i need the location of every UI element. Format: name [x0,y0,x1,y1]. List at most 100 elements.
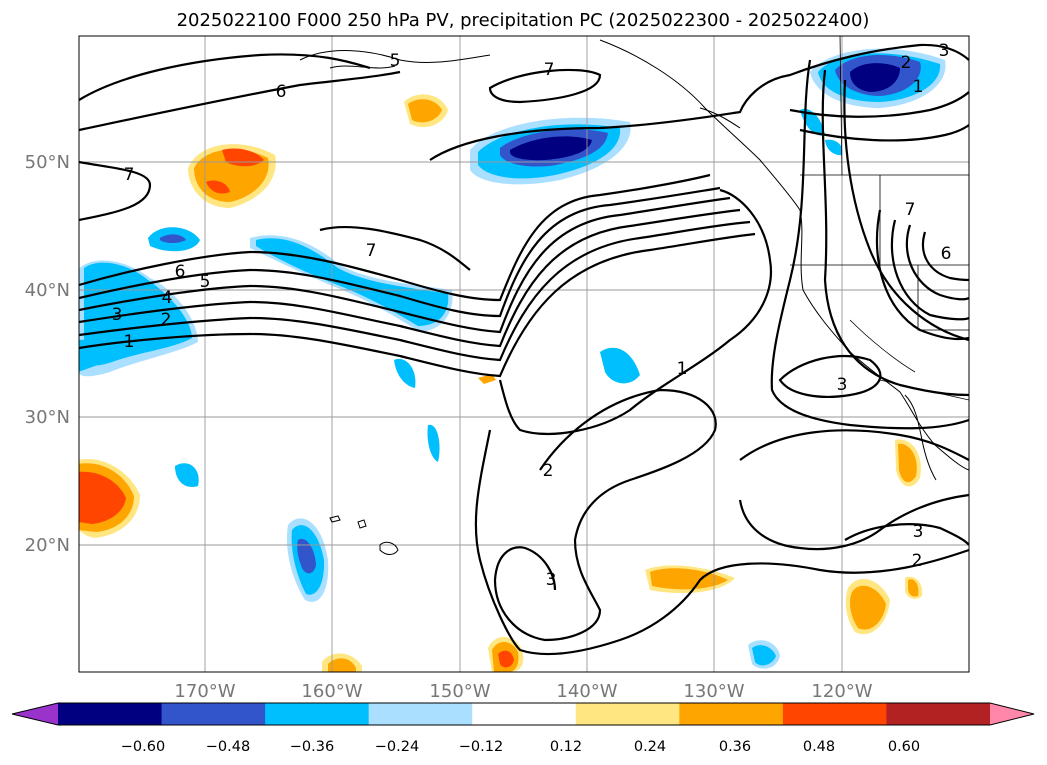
pv-contour [789,91,969,118]
lon-label: 130°W [683,681,744,702]
colorbar-tick-label: 0.60 [888,739,920,755]
neg-anomaly-blob [160,234,186,243]
lat-label: 40°N [25,280,70,301]
colorbar-segment [161,703,266,725]
contour-label: 3 [913,522,924,542]
colorbar-tick-label: −0.48 [206,739,250,755]
lon-label: 120°W [811,681,872,702]
pv-contour [844,523,969,546]
lon-label: 150°W [429,681,490,702]
contour-label: 5 [200,272,211,292]
contour-label: 3 [939,41,950,61]
pv-contour [79,53,371,101]
pv-contour [79,232,756,378]
contour-label: 3 [546,570,557,590]
pos-anomaly-blob [408,99,442,123]
neg-anomaly-blob [175,463,199,488]
colorbar-segment [472,703,577,725]
contour-label: 2 [901,53,912,73]
colorbar-segment [58,703,163,725]
pv-contour [843,79,969,342]
pv-contour [79,160,152,222]
pv-contour [875,209,969,341]
map-frame [78,35,970,673]
pos-anomaly-baja [898,443,917,483]
colorbar-tick-label: 0.36 [719,739,751,755]
lon-label: 170°W [174,681,235,702]
pv-contour [488,68,602,104]
contour-label: 2 [161,310,172,330]
pos-anomaly-dateline [79,471,126,524]
pv-contour [79,173,711,302]
contour-label: 6 [175,262,186,282]
pv-contour [429,43,969,161]
pos-anomaly-blob [498,650,514,668]
colorbar-outline [11,702,1035,726]
lon-label: 140°W [556,681,617,702]
contour-label: 1 [677,359,688,379]
pv-contour [738,493,969,551]
neg-anomaly-blob [427,424,440,462]
colorbar: −0.60 −0.48 −0.36 −0.24 −0.12 0.12 0.24 … [11,702,1035,755]
contour-label: 7 [366,241,377,261]
neg-anomaly-blob [394,358,416,388]
pv-contour [79,70,401,132]
colorbar-ticks: −0.60 −0.48 −0.36 −0.24 −0.12 0.12 0.24 … [121,739,920,755]
neg-anomaly-blob [825,139,843,156]
contour-label: 1 [913,77,924,97]
colorbar-tick-label: −0.12 [459,739,503,755]
pv-contour [890,219,969,321]
colorbar-tick-label: 0.12 [550,739,582,755]
neg-anomaly-pacific-band [256,238,449,326]
pv-contour [319,225,471,271]
colorbar-extend-low [12,703,58,725]
colorbar-segment [886,703,991,725]
lat-label: 50°N [25,152,70,173]
pv-contours [79,43,969,656]
contour-label: 5 [390,51,401,71]
pos-anomaly-north-pacific [206,148,264,194]
neg-anomaly-western-canada [850,63,900,92]
pv-contour [79,186,721,318]
contour-label: 6 [276,82,287,102]
pv-contour [79,220,751,362]
pv-contour [770,59,969,430]
contour-label: 1 [124,332,135,352]
pos-anomaly-blob [850,585,886,630]
colorbar-tick-label: 0.24 [634,739,666,755]
colorbar-tick-label: −0.36 [290,739,334,755]
colorbar-segment [265,703,370,725]
pv-contour [739,429,969,461]
colorbar-tick-label: −0.24 [375,739,419,755]
pos-anomaly-blob [478,374,496,384]
latitude-labels: 50°N 40°N 30°N 20°N [25,152,70,556]
colorbar-segment [368,703,473,725]
contour-label: 3 [112,305,123,325]
pv-contour [474,429,969,656]
pv-contour [921,231,969,282]
figure-title: 2025022100 F000 250 hPa PV, precipitatio… [177,10,870,31]
pv-contour [79,208,741,348]
colorbar-tick-label: −0.60 [121,739,165,755]
lon-label: 160°W [301,681,362,702]
pv-contour [79,196,731,334]
neg-anomaly-hawaii-south [297,538,316,574]
colorbar-segment [679,703,784,725]
contour-label: 7 [905,200,916,220]
contour-label: 7 [544,60,555,80]
neg-anomaly-gulf-alaska [510,136,592,161]
neg-anomaly-blob [752,645,776,666]
contour-label: 2 [543,461,554,481]
colorbar-segment [782,703,887,725]
longitude-labels: 170°W 160°W 150°W 140°W 130°W 120°W [174,681,872,702]
contour-label: 7 [124,165,135,185]
pv-contour [493,388,717,642]
pv-contour [821,69,969,397]
colorbar-segment [575,703,680,725]
neg-anomaly-blob [600,347,640,384]
contour-label: 3 [837,375,848,395]
colorbar-tick-label: 0.48 [803,739,835,755]
pv-contour [498,188,772,436]
gridlines [79,36,969,672]
colorbar-extend-high [990,703,1034,725]
